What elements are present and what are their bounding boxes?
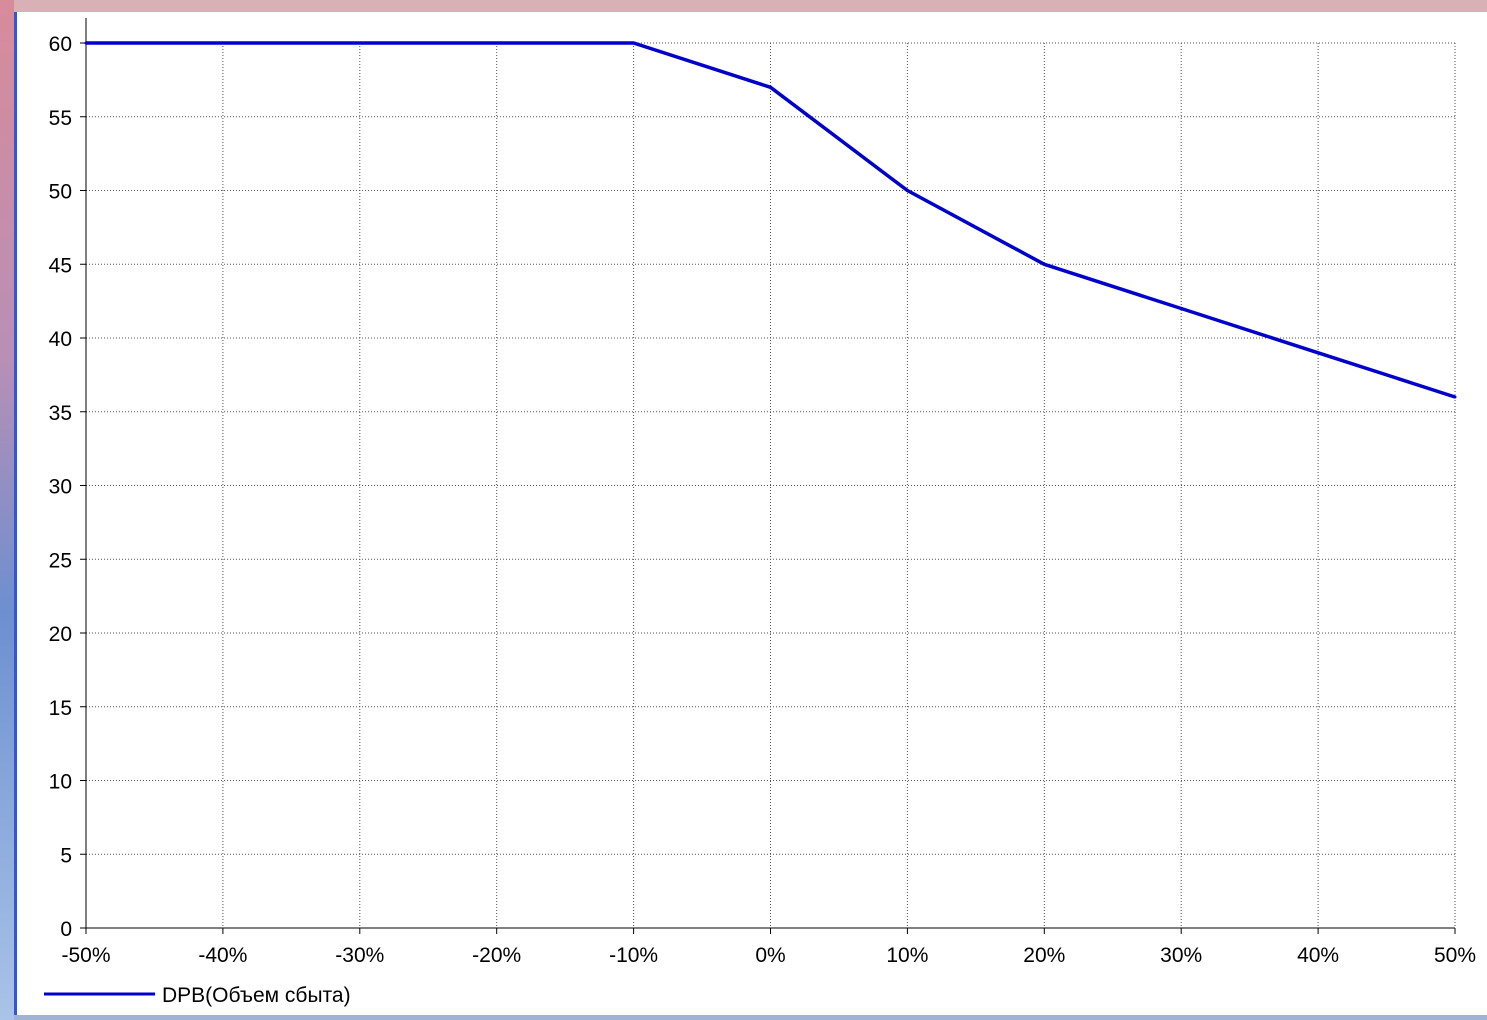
x-axis-ticks: -50% -40% -30% -20% -10% 0% 10% 20% 30% 40% 50% <box>61 928 1476 967</box>
legend: DPB(Объем сбыта) <box>44 984 351 1007</box>
series-point <box>84 41 88 45</box>
series-point <box>358 41 362 45</box>
y-tick-label: 0 <box>60 918 72 941</box>
series-point <box>1453 395 1457 399</box>
y-tick-label: 35 <box>49 402 72 425</box>
y-tick-label: 50 <box>49 181 72 204</box>
series <box>84 41 1457 399</box>
y-tick-label: 60 <box>49 33 72 56</box>
x-tick-label: -50% <box>61 944 110 967</box>
background-strip <box>0 0 14 1020</box>
series-point <box>1042 262 1046 266</box>
y-tick-label: 25 <box>49 549 72 572</box>
series-point <box>632 41 636 45</box>
series-point <box>769 85 772 89</box>
series-point <box>221 41 225 45</box>
series-point <box>1179 307 1183 310</box>
series-point <box>905 189 909 192</box>
y-tick-label: 15 <box>49 697 72 720</box>
x-tick-label: 50% <box>1434 944 1476 967</box>
x-tick-label: -20% <box>472 944 521 967</box>
x-tick-label: -10% <box>609 944 658 967</box>
y-tick-label: 55 <box>49 107 72 130</box>
series-point <box>1316 351 1320 355</box>
x-tick-label: 40% <box>1297 944 1339 967</box>
x-tick-label: -40% <box>198 944 247 967</box>
grid <box>86 42 1456 928</box>
y-tick-label: 45 <box>49 254 72 277</box>
series-point <box>495 41 499 45</box>
y-tick-label: 5 <box>60 844 72 867</box>
x-tick-label: -30% <box>335 944 384 967</box>
x-tick-label: 30% <box>1160 944 1202 967</box>
x-tick-label: 20% <box>1023 944 1065 967</box>
legend-label: DPB(Объем сбыта) <box>162 984 351 1007</box>
y-tick-label: 20 <box>49 623 72 646</box>
x-tick-label: 0% <box>755 944 785 967</box>
y-tick-label: 30 <box>49 476 72 499</box>
y-tick-label: 10 <box>49 771 72 794</box>
y-axis-ticks: 0 5 10 15 20 25 30 35 40 45 50 55 60 <box>49 33 86 941</box>
y-tick-label: 40 <box>49 328 72 351</box>
chart-panel <box>14 12 1487 1015</box>
x-tick-label: 10% <box>886 944 928 967</box>
